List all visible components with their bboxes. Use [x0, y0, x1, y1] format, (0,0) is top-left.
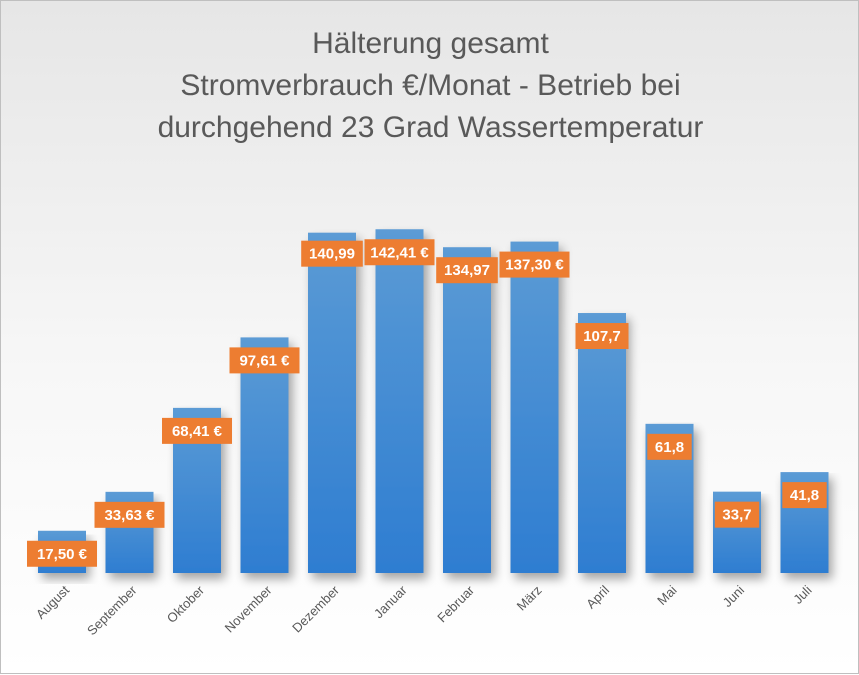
- x-tick-label-januar: Januar: [371, 582, 410, 621]
- data-label-märz: 137,30 €: [499, 251, 570, 278]
- x-tick-label-märz: März: [514, 583, 545, 614]
- bar-märz: [510, 241, 559, 573]
- x-tick-label-mai: Mai: [654, 582, 679, 607]
- svg-text:137,30 €: 137,30 €: [505, 257, 564, 274]
- svg-text:17,50 €: 17,50 €: [37, 546, 88, 563]
- data-label-juni: 33,7: [714, 501, 760, 528]
- svg-text:68,41 €: 68,41 €: [172, 423, 223, 440]
- data-label-januar: 142,41 €: [364, 239, 435, 266]
- bar-januar: [375, 229, 424, 574]
- x-tick-label-april: April: [583, 582, 612, 611]
- x-tick-label-dezember: Dezember: [289, 582, 342, 635]
- x-tick-label-august: August: [33, 582, 72, 621]
- data-label-august: 17,50 €: [27, 540, 97, 567]
- svg-text:134,97: 134,97: [444, 262, 490, 279]
- data-label-september: 33,63 €: [94, 501, 165, 528]
- bar-april: [578, 313, 626, 573]
- data-label-dezember: 140,99: [301, 240, 363, 267]
- data-label-november: 97,61 €: [229, 347, 300, 374]
- bar-dezember: [308, 232, 356, 573]
- svg-text:142,41 €: 142,41 €: [370, 244, 429, 261]
- x-tick-label-november: November: [222, 582, 275, 635]
- chart-title: Hälterung gesamt Stromverbrauch €/Monat …: [1, 23, 859, 149]
- x-tick-label-oktober: Oktober: [164, 582, 208, 626]
- svg-text:33,63 €: 33,63 €: [104, 507, 155, 524]
- chart-title-line-1: Hälterung gesamt: [312, 27, 549, 60]
- svg-text:41,8: 41,8: [790, 487, 819, 504]
- data-label-april: 107,7: [575, 323, 629, 350]
- bar-februar: [443, 247, 491, 574]
- chart-title-line-2: Stromverbrauch €/Monat - Betrieb bei: [180, 69, 681, 102]
- svg-text:61,8: 61,8: [655, 439, 684, 456]
- bar-november: [240, 337, 289, 573]
- chart-title-line-3: durchgehend 23 Grad Wassertemperatur: [157, 111, 704, 144]
- data-label-juli: 41,8: [782, 482, 827, 509]
- svg-text:107,7: 107,7: [583, 328, 621, 345]
- data-label-mai: 61,8: [647, 433, 692, 460]
- svg-text:97,61 €: 97,61 €: [239, 352, 290, 369]
- x-tick-label-september: September: [84, 582, 140, 638]
- svg-text:33,7: 33,7: [722, 507, 751, 524]
- x-tick-label-juli: Juli: [790, 582, 814, 606]
- data-label-oktober: 68,41 €: [162, 417, 232, 444]
- x-tick-label-juni: Juni: [720, 582, 748, 610]
- x-tick-label-februar: Februar: [434, 582, 477, 625]
- svg-text:140,99: 140,99: [309, 246, 355, 263]
- data-label-februar: 134,97: [436, 257, 498, 284]
